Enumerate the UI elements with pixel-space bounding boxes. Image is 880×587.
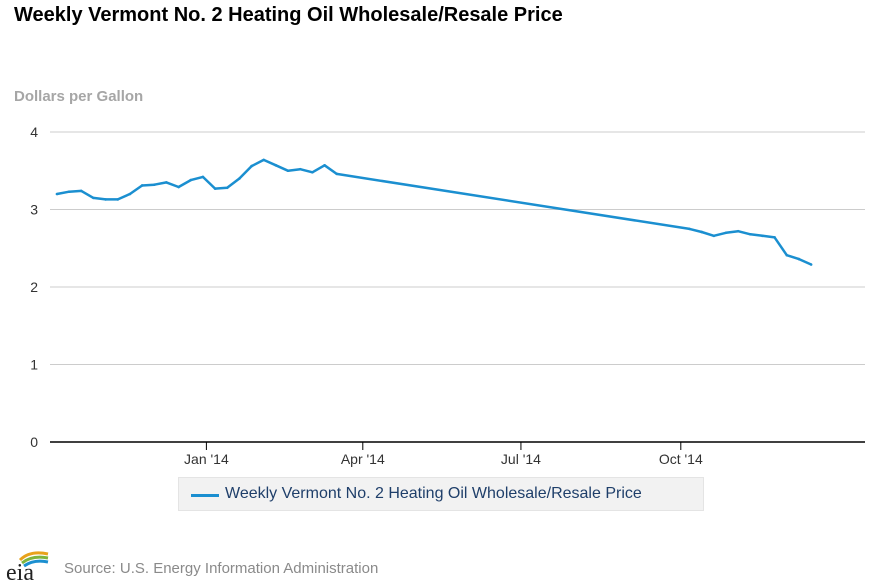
data-point-6[interactable] (128, 192, 132, 196)
data-point-22[interactable] (323, 164, 326, 167)
data-point-11[interactable] (189, 178, 193, 182)
data-point-18[interactable] (274, 164, 278, 167)
x-tick-labels: Jan '14 Apr '14 Jul '14 Oct '14 (184, 442, 703, 467)
gridlines (50, 131, 865, 443)
y-axis-label: Dollars per Gallon (14, 88, 144, 105)
series-layer (55, 158, 813, 266)
data-point-24[interactable] (688, 227, 691, 231)
data-point-8[interactable] (152, 183, 156, 186)
data-point-12[interactable] (201, 175, 205, 179)
source-text: Source: U.S. Energy Information Administ… (64, 560, 379, 577)
data-point-23[interactable] (335, 172, 339, 176)
data-point-27[interactable] (724, 231, 728, 235)
y-tick-label-1: 1 (30, 357, 38, 373)
legend-label: Weekly Vermont No. 2 Heating Oil Wholesa… (225, 485, 642, 502)
data-point-15[interactable] (238, 177, 241, 180)
data-point-19[interactable] (286, 169, 290, 173)
legend-swatch (191, 494, 219, 497)
data-point-25[interactable] (700, 230, 703, 234)
y-tick-label-3: 3 (30, 202, 38, 218)
x-tick-label-0: Jan '14 (184, 451, 229, 467)
data-point-13[interactable] (213, 187, 217, 190)
data-point-16[interactable] (250, 164, 253, 168)
data-point-4[interactable] (104, 198, 107, 201)
y-tick-label-2: 2 (30, 279, 38, 295)
data-point-30[interactable] (761, 234, 764, 238)
x-tick-label-3: Oct '14 (659, 451, 703, 467)
series-line-0[interactable] (56, 158, 812, 266)
data-point-17[interactable] (262, 158, 266, 162)
data-point-29[interactable] (749, 233, 752, 236)
y-tick-labels: 0 1 2 3 4 (30, 124, 38, 450)
data-point-32[interactable] (785, 253, 789, 257)
data-point-33[interactable] (797, 257, 801, 261)
data-point-26[interactable] (712, 234, 716, 238)
data-point-3[interactable] (92, 196, 95, 200)
chart-title: Weekly Vermont No. 2 Heating Oil Wholesa… (14, 4, 563, 26)
data-point-9[interactable] (165, 181, 168, 184)
data-point-14[interactable] (225, 186, 229, 190)
data-point-31[interactable] (773, 236, 776, 239)
data-point-1[interactable] (67, 190, 71, 193)
data-point-34[interactable] (809, 263, 813, 266)
data-point-7[interactable] (140, 184, 144, 187)
footer: eia Source: U.S. Energy Information Admi… (6, 548, 506, 582)
data-point-10[interactable] (177, 185, 180, 189)
data-point-20[interactable] (298, 167, 302, 171)
data-point-0[interactable] (55, 192, 59, 196)
y-tick-label-4: 4 (30, 124, 38, 140)
eia-logo-text: eia (6, 560, 34, 582)
x-tick-label-2: Jul '14 (501, 451, 541, 467)
data-point-21[interactable] (311, 171, 314, 174)
legend[interactable]: Weekly Vermont No. 2 Heating Oil Wholesa… (178, 477, 704, 511)
eia-logo: eia (6, 551, 49, 582)
y-tick-label-0: 0 (30, 434, 38, 450)
data-point-5[interactable] (116, 198, 120, 201)
x-tick-label-1: Apr '14 (341, 451, 385, 467)
data-point-28[interactable] (736, 229, 740, 233)
data-point-2[interactable] (79, 189, 83, 193)
